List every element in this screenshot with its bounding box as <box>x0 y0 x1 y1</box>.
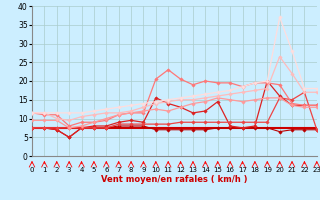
X-axis label: Vent moyen/en rafales ( km/h ): Vent moyen/en rafales ( km/h ) <box>101 174 248 184</box>
